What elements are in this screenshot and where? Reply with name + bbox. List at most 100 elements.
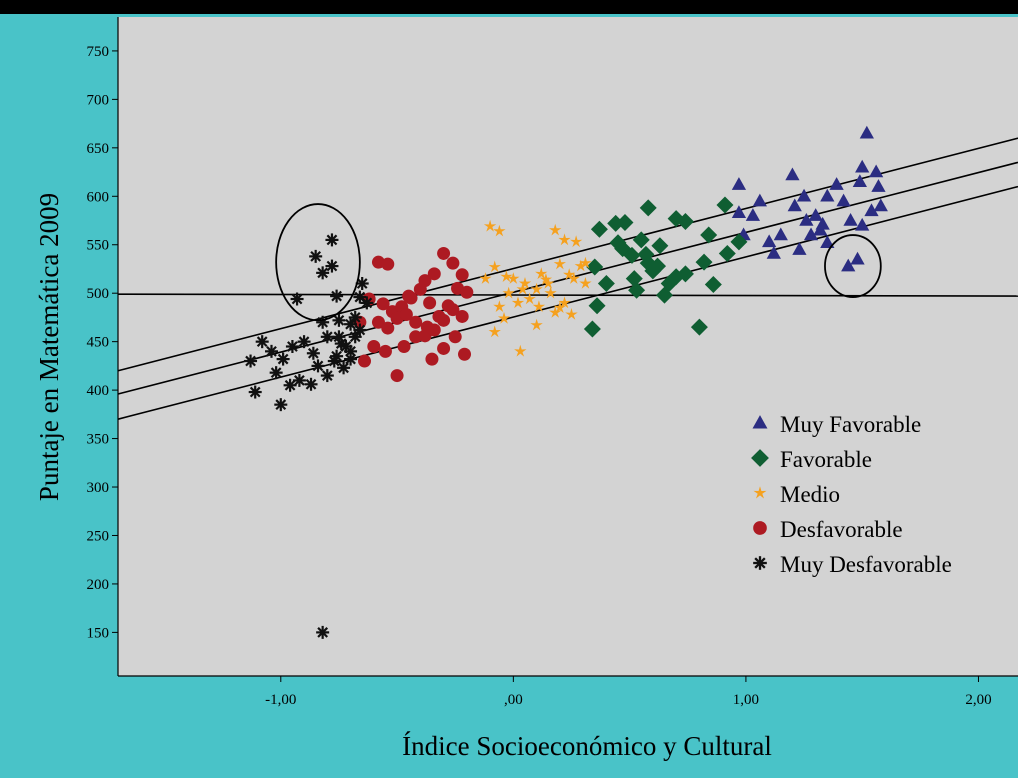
data-point — [773, 227, 788, 241]
data-point — [488, 325, 501, 338]
legend-marker — [753, 521, 767, 535]
data-point — [792, 242, 807, 255]
data-point — [427, 267, 441, 281]
data-point — [530, 318, 543, 331]
highlight-ellipses — [275, 203, 882, 322]
data-point — [843, 213, 858, 226]
data-point — [409, 315, 423, 329]
data-point — [413, 282, 427, 296]
data-point — [376, 297, 390, 311]
data-point — [808, 208, 823, 221]
data-point — [820, 235, 835, 249]
data-point — [320, 330, 334, 344]
x-tick-label: ,00 — [504, 692, 523, 708]
data-point — [532, 300, 546, 312]
data-point — [516, 282, 529, 295]
data-point — [332, 330, 346, 344]
data-point — [549, 306, 562, 318]
data-point — [731, 205, 747, 219]
data-point — [535, 267, 548, 280]
data-point — [676, 265, 694, 283]
data-point — [455, 268, 469, 282]
legend-item: Favorable — [751, 447, 872, 472]
data-point — [787, 198, 802, 212]
data-point — [530, 282, 543, 295]
y-axis-title: Puntaje en Matemática 2009 — [34, 193, 64, 501]
data-point — [852, 174, 867, 187]
data-point — [348, 330, 362, 344]
legend-item: Medio — [753, 482, 840, 507]
data-point — [269, 366, 283, 380]
data-point — [390, 369, 404, 383]
data-point — [565, 308, 578, 320]
data-point — [869, 164, 884, 178]
data-point — [676, 212, 694, 230]
highlight-ellipse — [824, 234, 882, 298]
data-point — [330, 349, 344, 363]
data-point — [850, 251, 865, 265]
x-tick-label: -1,00 — [265, 692, 296, 708]
data-point — [752, 193, 767, 207]
data-point — [337, 361, 351, 375]
data-point — [353, 323, 367, 337]
data-point — [325, 233, 339, 247]
data-point — [304, 377, 318, 391]
data-point — [820, 188, 835, 202]
x-tick-label: 1,00 — [733, 692, 759, 708]
data-point — [563, 268, 576, 280]
data-point — [855, 217, 870, 231]
data-point — [316, 625, 330, 639]
data-point — [371, 315, 385, 329]
data-point — [511, 296, 525, 309]
data-point — [425, 352, 439, 366]
data-point — [785, 167, 800, 181]
series-star — [479, 219, 592, 357]
data-point — [766, 245, 781, 259]
data-point — [841, 258, 856, 272]
data-point — [339, 340, 353, 353]
plot-area — [118, 17, 1018, 676]
legend-marker — [751, 449, 769, 467]
data-point — [409, 330, 423, 344]
y-tick-label: 250 — [87, 528, 110, 544]
legend-label: Medio — [780, 482, 840, 507]
data-point — [567, 272, 580, 284]
data-point — [309, 249, 323, 263]
data-point — [285, 340, 299, 353]
data-point — [873, 198, 888, 212]
highlight-ellipse — [275, 203, 361, 322]
data-point — [423, 296, 437, 310]
data-point — [628, 281, 646, 299]
data-point — [507, 272, 520, 284]
data-point — [367, 340, 381, 353]
data-point — [695, 253, 713, 271]
legend-item: Muy Favorable — [752, 412, 921, 437]
data-point — [815, 216, 830, 230]
x-axis-ticks: -1,00 ,00 1,00 2,00 — [265, 676, 992, 708]
data-point — [549, 223, 562, 236]
data-point — [448, 330, 462, 344]
data-point — [483, 219, 497, 232]
data-point — [583, 320, 601, 338]
data-point — [597, 275, 615, 293]
y-tick-label: 400 — [87, 383, 110, 399]
data-point — [829, 177, 844, 190]
legend-label: Muy Favorable — [780, 412, 921, 437]
data-point — [859, 125, 874, 139]
data-point — [745, 208, 761, 221]
data-point — [397, 340, 411, 353]
data-point — [588, 297, 606, 315]
legend-label: Favorable — [780, 447, 872, 472]
top-border — [0, 0, 1018, 14]
data-point — [446, 256, 460, 270]
y-tick-label: 750 — [87, 44, 110, 60]
data-points — [244, 125, 888, 639]
data-point — [553, 257, 566, 270]
data-point — [553, 301, 566, 313]
data-point — [855, 159, 870, 173]
data-point — [381, 257, 395, 271]
data-point — [264, 344, 278, 358]
data-point — [311, 359, 325, 373]
data-point — [292, 373, 306, 387]
